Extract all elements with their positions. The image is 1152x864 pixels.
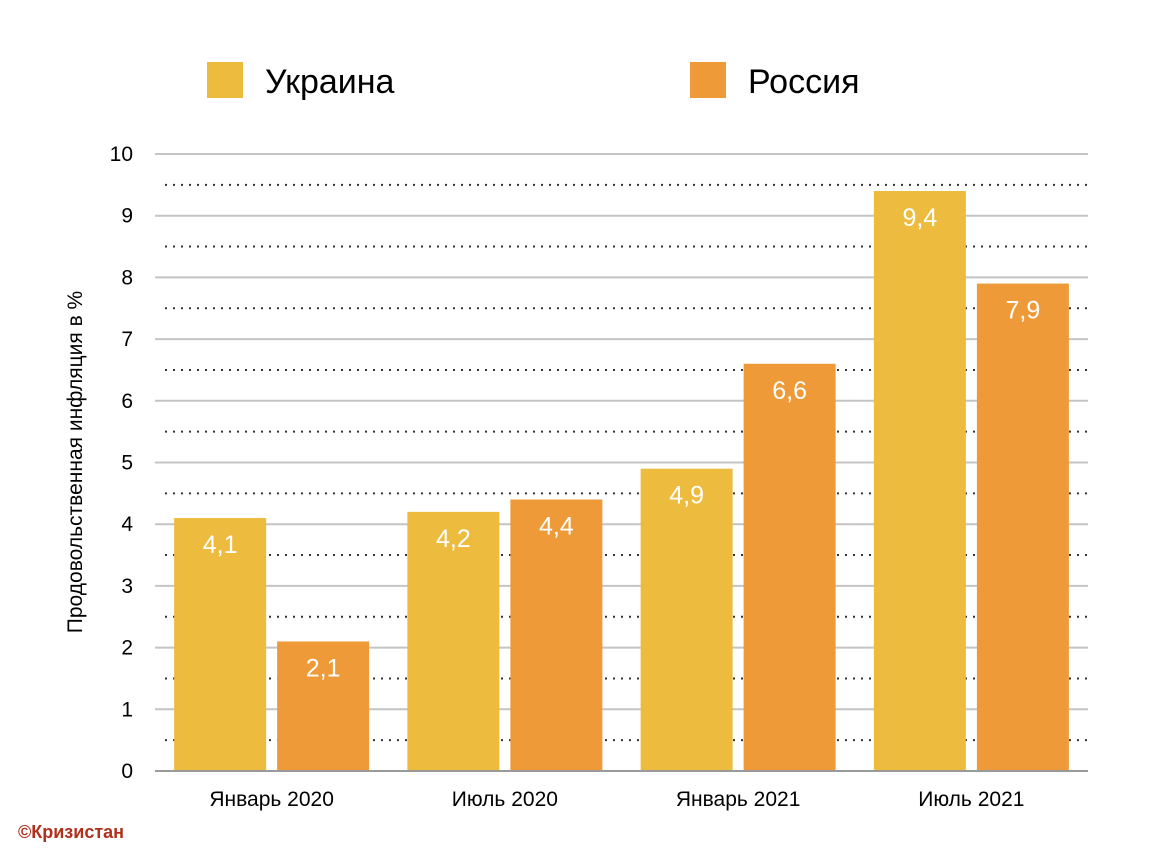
bar-ukraine	[407, 511, 500, 771]
value-labels: 4,1 2,1 4,2 4,4 4,9 6,6 9,4 7,9	[203, 204, 1041, 682]
y-tick-label: 7	[121, 328, 133, 351]
bar-ukraine	[640, 468, 733, 771]
axes: 0 1 2 3 4 5 6 7 8 9 10 Январь 2020 Июль 2020 Январь 2…	[110, 143, 1088, 811]
bar-value-label: 2,1	[306, 654, 341, 682]
y-tick-label: 2	[121, 637, 133, 660]
legend: Украина Россия	[207, 62, 860, 101]
y-tick-label: 9	[121, 205, 133, 228]
bar-russia	[510, 499, 603, 771]
bar-value-label: 9,4	[902, 204, 937, 232]
bar-russia	[976, 283, 1069, 771]
y-tick-label: 10	[110, 143, 133, 166]
bar-russia	[277, 641, 370, 771]
bar-value-label: 4,1	[203, 531, 238, 559]
x-category-label: Июль 2021	[918, 788, 1024, 811]
legend-label: Россия	[748, 63, 860, 101]
bar-russia	[743, 363, 836, 771]
bar-value-label: 4,2	[436, 525, 471, 553]
bars	[174, 191, 1069, 771]
x-category-label: Июль 2020	[452, 788, 558, 811]
watermark: ©Кризистан	[18, 822, 124, 842]
y-tick-label: 5	[121, 452, 133, 475]
bar-value-label: 6,6	[772, 377, 807, 405]
y-tick-label: 6	[121, 390, 133, 413]
y-tick-label: 1	[121, 698, 133, 721]
y-tick-label: 0	[121, 760, 133, 783]
x-category-label: Январь 2020	[209, 788, 334, 811]
bar-value-label: 4,4	[539, 513, 574, 541]
y-tick-label: 3	[121, 575, 133, 598]
legend-swatch	[690, 62, 726, 98]
bar-value-label: 4,9	[669, 482, 704, 510]
bar-ukraine	[174, 518, 267, 771]
bar-ukraine	[873, 191, 966, 771]
legend-label: Украина	[265, 63, 395, 101]
legend-swatch	[207, 62, 243, 98]
y-axis-label: Продовольственная инфляция в %	[64, 291, 87, 633]
y-tick-label: 8	[121, 266, 133, 289]
bar-value-label: 7,9	[1005, 297, 1040, 325]
y-tick-label: 4	[121, 513, 133, 536]
x-category-label: Январь 2021	[676, 788, 801, 811]
